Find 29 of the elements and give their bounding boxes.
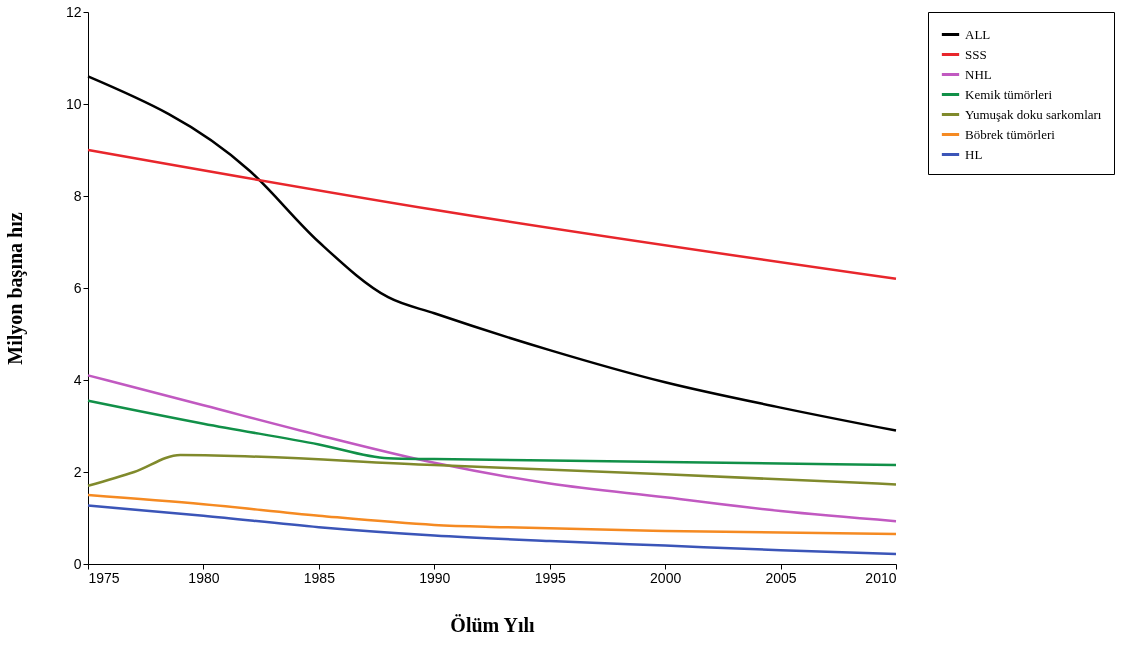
legend-label: SSS — [965, 46, 987, 62]
y-tick-label: 12 — [65, 3, 82, 20]
legend-label: HL — [965, 146, 983, 162]
x-tick-label: 2005 — [765, 569, 797, 586]
x-tick-label: 1980 — [188, 569, 220, 586]
legend-label: Yumuşak doku sarkomları — [965, 106, 1102, 122]
line-series — [86, 453, 898, 488]
x-tick-label: 1975 — [88, 569, 120, 586]
x-axis-title: Ölüm Yılı — [450, 613, 536, 636]
x-tick-label: 1985 — [303, 569, 336, 586]
y-tick-label: 6 — [73, 279, 82, 296]
line-series — [86, 504, 898, 556]
x-tick-label: 2000 — [650, 569, 682, 586]
x-tick-label: 1990 — [419, 569, 451, 586]
legend-label: Böbrek tümörleri — [965, 126, 1056, 142]
x-tick-label: 2010 — [865, 569, 897, 586]
line-series — [86, 493, 898, 536]
y-tick-label: 10 — [65, 95, 82, 112]
legend-label: Kemik tümörleri — [965, 86, 1053, 102]
legend-label: ALL — [965, 26, 991, 42]
y-tick-label: 0 — [73, 555, 82, 572]
y-tick-label: 8 — [73, 187, 82, 204]
y-tick-label: 4 — [73, 371, 82, 388]
x-tick-label: 1995 — [534, 569, 566, 586]
legend-label: NHL — [965, 66, 992, 82]
y-tick-label: 2 — [73, 463, 82, 480]
line-series — [86, 374, 898, 523]
line-series — [86, 399, 898, 467]
y-axis-title: Milyon başına hız — [3, 212, 27, 365]
